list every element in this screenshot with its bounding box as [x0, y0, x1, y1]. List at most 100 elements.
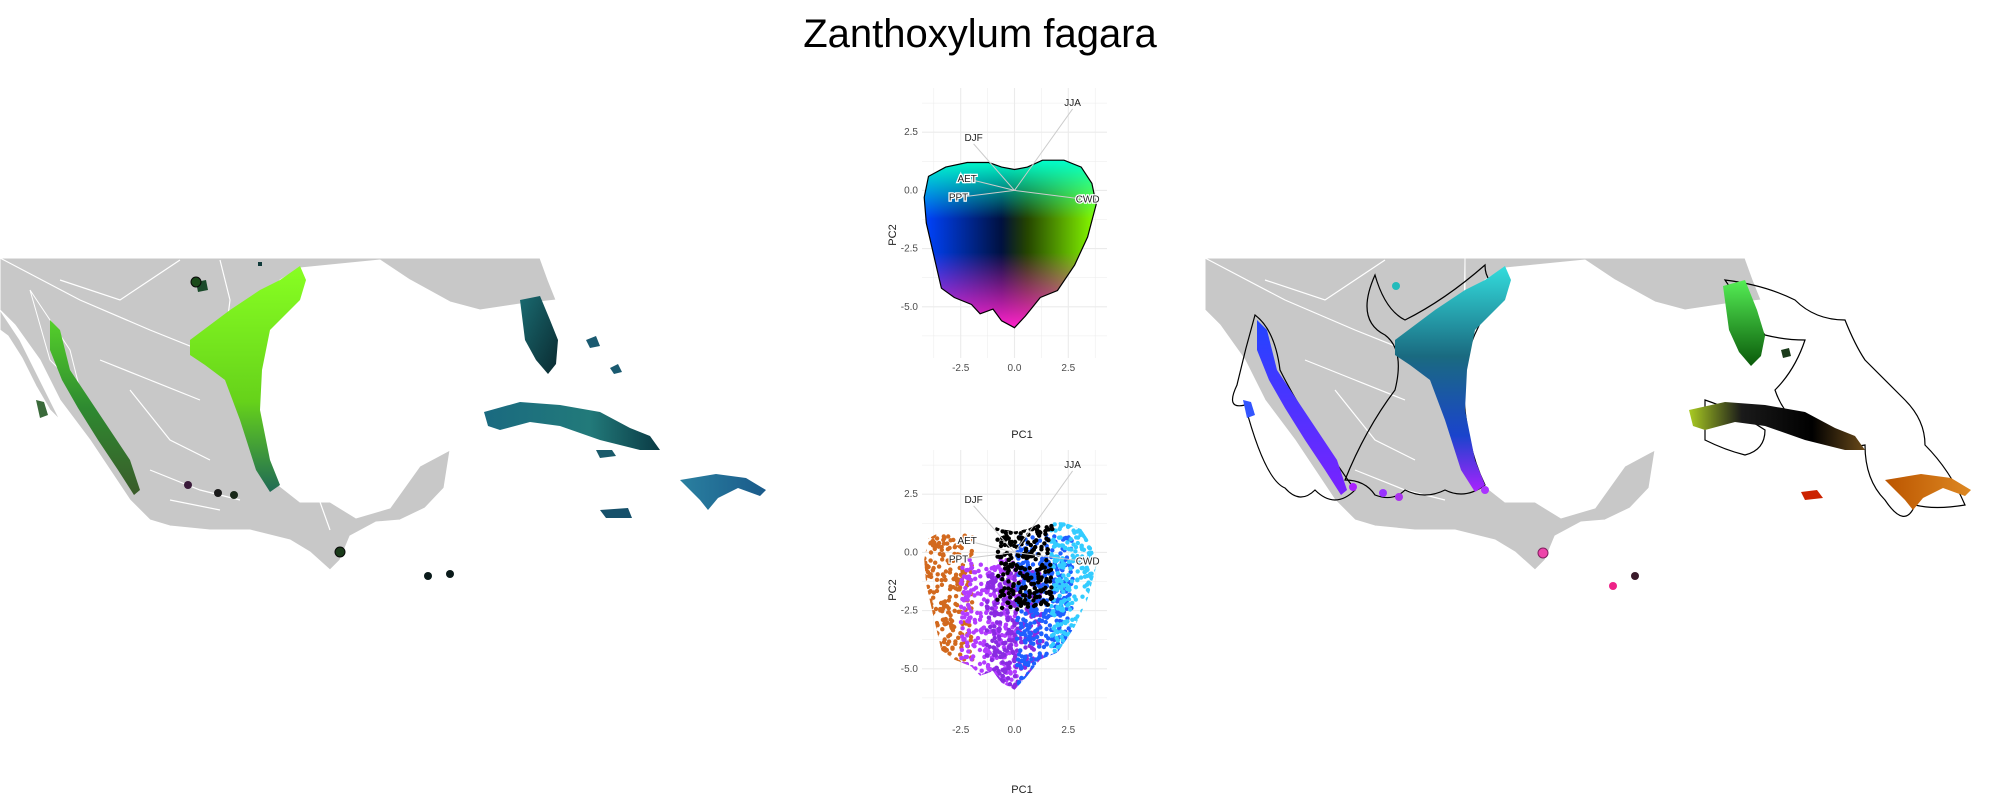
cluster-point — [1005, 570, 1010, 576]
cluster-point — [1081, 556, 1086, 562]
cluster-point — [1059, 586, 1064, 591]
cluster-point — [931, 590, 937, 595]
cluster-point — [1027, 459, 1031, 463]
cluster-point — [924, 592, 925, 598]
y-tick-label: 2.5 — [904, 127, 918, 138]
cluster-point — [1046, 485, 1050, 489]
cluster-point — [1072, 628, 1078, 633]
cluster-point — [1023, 470, 1027, 474]
cluster-point — [1103, 588, 1107, 592]
cluster-point — [964, 696, 968, 700]
cluster-point — [1082, 569, 1087, 575]
cluster-point — [1053, 628, 1059, 634]
cluster-point — [1022, 707, 1026, 711]
cluster-point — [1070, 635, 1075, 640]
cluster-point — [962, 669, 967, 675]
cluster-point — [1045, 672, 1051, 678]
cluster-point — [1031, 641, 1036, 646]
cluster-point — [957, 674, 963, 679]
cluster-point — [1040, 675, 1045, 680]
cluster-point — [1010, 600, 1015, 606]
cluster-point — [929, 601, 934, 607]
cluster-point — [928, 550, 934, 555]
cluster-point — [1033, 677, 1038, 682]
cluster-point — [969, 561, 974, 566]
cluster-point — [1036, 468, 1040, 472]
cluster-point — [1060, 676, 1065, 681]
cluster-point — [992, 710, 996, 714]
cluster-point — [1037, 464, 1041, 468]
cluster-point — [997, 709, 1001, 713]
cluster-point — [1026, 488, 1030, 492]
cluster-point — [1072, 646, 1077, 651]
cluster-point — [981, 597, 987, 602]
cloud-outline — [923, 159, 1097, 329]
cluster-point — [1029, 688, 1034, 690]
cluster-point — [970, 683, 975, 688]
cluster-point — [1029, 645, 1035, 651]
cluster-point — [987, 673, 993, 678]
cluster-point — [945, 676, 951, 681]
cluster-point — [1068, 670, 1073, 675]
cluster-point — [929, 611, 934, 616]
cluster-point — [978, 562, 983, 567]
cluster-point — [1006, 579, 1011, 584]
cluster-point — [1006, 703, 1010, 707]
cluster-point — [1089, 589, 1095, 595]
cluster-point — [1001, 691, 1005, 695]
cluster-point — [1082, 660, 1088, 666]
cluster-point — [972, 684, 977, 690]
cluster-point — [1039, 589, 1044, 594]
cluster-point — [1018, 621, 1024, 626]
cluster-point — [924, 573, 926, 578]
cluster-point — [1020, 560, 1026, 566]
cluster-point — [919, 660, 923, 664]
cluster-point — [1006, 591, 1011, 596]
cluster-point — [1077, 560, 1082, 565]
cluster-point — [1006, 663, 1011, 669]
cluster-point — [924, 682, 928, 687]
cluster-point — [1008, 646, 1014, 651]
cluster-point — [1089, 619, 1094, 624]
cluster-point — [1019, 609, 1024, 614]
cluster-point — [1073, 659, 1078, 664]
cluster-point — [917, 632, 921, 636]
cluster-point — [977, 647, 983, 653]
cluster-point — [967, 684, 972, 690]
cluster-point — [916, 536, 920, 540]
cluster-point — [1021, 528, 1026, 533]
cluster-point — [1036, 533, 1042, 538]
cluster-point — [1016, 580, 1021, 586]
cluster-point — [1105, 594, 1109, 598]
cluster-point — [1061, 589, 1066, 595]
cluster-point — [1045, 550, 1050, 556]
cluster-point — [919, 572, 923, 576]
cluster-point — [1010, 473, 1014, 477]
cluster-point — [1018, 719, 1022, 723]
cluster-point — [1084, 653, 1089, 658]
cluster-point — [1001, 707, 1005, 711]
cluster-point — [1063, 663, 1069, 668]
cluster-point — [1051, 632, 1056, 637]
cluster-point — [1008, 515, 1012, 519]
cluster-point — [1003, 581, 1008, 586]
cluster-point — [998, 543, 1004, 549]
cluster-point — [1042, 541, 1047, 546]
cluster-point — [955, 582, 960, 587]
cluster-point — [940, 657, 945, 662]
cluster-point — [1067, 607, 1073, 612]
cluster-point — [1008, 530, 1013, 535]
cluster-point — [1099, 584, 1103, 588]
cluster-point — [1037, 567, 1042, 572]
cluster-point — [1030, 527, 1035, 532]
cluster-point — [953, 601, 958, 607]
cluster-point — [985, 605, 990, 611]
cluster-point — [924, 658, 929, 664]
cluster-point — [1018, 570, 1023, 576]
cluster-point — [951, 585, 956, 590]
cluster-point — [1054, 657, 1059, 663]
cluster-point — [1069, 579, 1075, 584]
loading-vector — [1014, 189, 1088, 201]
cluster-point — [928, 574, 934, 580]
cluster-point — [993, 594, 998, 599]
